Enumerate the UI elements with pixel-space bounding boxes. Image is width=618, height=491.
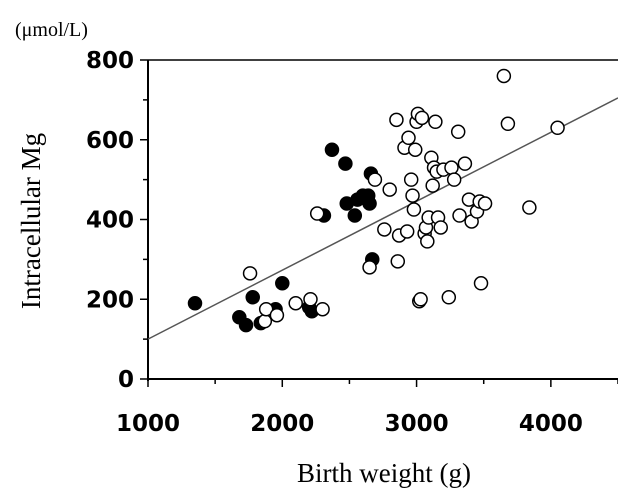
x-tick-label: 4000 [519, 411, 583, 437]
open-data-point [390, 254, 406, 269]
open-data-point [382, 182, 397, 197]
open-data-point [269, 307, 285, 323]
x-axis-title: Birth weight (g) [297, 458, 471, 488]
filled-data-point [245, 290, 260, 305]
filled-data-point [187, 295, 203, 311]
y-unit-label: (μmol/L) [15, 19, 88, 41]
y-tick-label: 800 [86, 48, 134, 74]
open-data-point [303, 292, 318, 307]
open-data-point [377, 222, 392, 237]
open-data-point [441, 290, 457, 305]
open-data-point [405, 188, 420, 203]
open-data-point [257, 313, 273, 329]
open-data-point [242, 266, 258, 281]
open-data-point [401, 130, 416, 146]
open-data-point [452, 208, 467, 223]
open-data-point [389, 112, 404, 128]
regression-line [147, 97, 618, 340]
x-tick-label: 1000 [116, 411, 180, 437]
open-data-point [414, 110, 430, 126]
filled-data-point [347, 208, 363, 223]
y-tick-label: 0 [118, 367, 134, 393]
open-data-point [477, 196, 493, 211]
open-data-point [522, 200, 537, 215]
open-data-point [367, 172, 383, 187]
x-tick-label: 2000 [250, 411, 314, 437]
open-data-point [433, 220, 448, 235]
y-tick-label: 600 [86, 128, 134, 154]
y-tick-label: 400 [86, 208, 134, 234]
open-data-point [399, 224, 415, 239]
open-data-point [309, 206, 325, 221]
filled-data-point [238, 317, 254, 333]
open-data-point [428, 114, 443, 130]
open-data-point [403, 172, 419, 187]
filled-data-point [275, 276, 290, 291]
open-data-point [413, 292, 428, 307]
open-data-point [406, 202, 422, 217]
y-tick-label: 200 [86, 287, 134, 313]
filled-data-point [324, 142, 340, 157]
open-data-point [315, 301, 330, 317]
open-data-point [473, 276, 489, 291]
open-data-point [444, 160, 459, 175]
open-data-point [550, 120, 565, 136]
y-axis-title: Intracellular Mg [16, 133, 46, 309]
open-data-point [407, 142, 423, 157]
open-data-point [450, 124, 466, 140]
open-data-point [288, 295, 303, 311]
open-data-point [425, 178, 440, 193]
open-data-point [457, 156, 473, 171]
plot-area: 0 200 400 600 800 1000 2000 3000 4000 [86, 48, 618, 437]
x-tick-label: 3000 [385, 411, 449, 437]
open-data-point [420, 234, 435, 249]
open-data-point [446, 172, 462, 187]
open-data-point [362, 260, 377, 275]
open-data-point [258, 301, 274, 317]
open-data-point [496, 68, 512, 84]
filled-data-point [338, 156, 353, 171]
open-data-point [500, 116, 516, 132]
filled-data-point [362, 196, 377, 211]
